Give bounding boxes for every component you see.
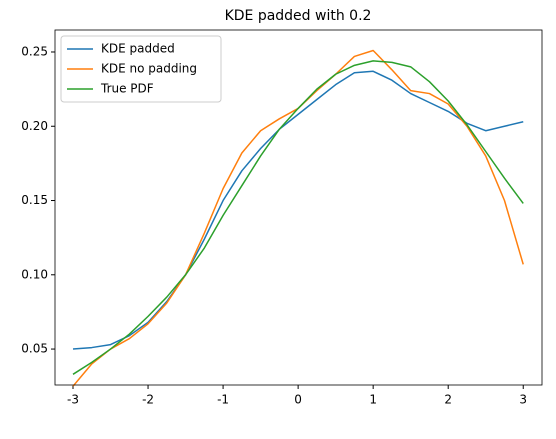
legend-label: KDE padded xyxy=(101,42,175,56)
x-tick-label: 1 xyxy=(369,393,377,407)
y-tick-label: 0.15 xyxy=(21,193,48,207)
y-tick-label: 0.20 xyxy=(21,119,48,133)
data-line xyxy=(72,70,524,350)
legend: KDE padded KDE no padding True PDF xyxy=(60,35,222,103)
x-tick-label: -3 xyxy=(67,393,79,407)
x-tick-label: 0 xyxy=(294,393,302,407)
legend-label: KDE no padding xyxy=(101,62,197,76)
chart-title: KDE padded with 0.2 xyxy=(225,8,372,24)
x-tick-label: -2 xyxy=(142,393,154,407)
y-tick-label: 0.25 xyxy=(21,44,48,58)
legend-label: True PDF xyxy=(100,82,154,96)
x-tick-label: 3 xyxy=(519,393,527,407)
y-tick-label: 0.10 xyxy=(21,267,48,281)
x-tick-label: 2 xyxy=(444,393,452,407)
x-tick-label: -1 xyxy=(217,393,229,407)
plot-frame xyxy=(54,29,543,386)
y-tick-label: 0.05 xyxy=(21,342,48,356)
legend-box xyxy=(60,35,222,103)
data-line xyxy=(72,60,524,375)
